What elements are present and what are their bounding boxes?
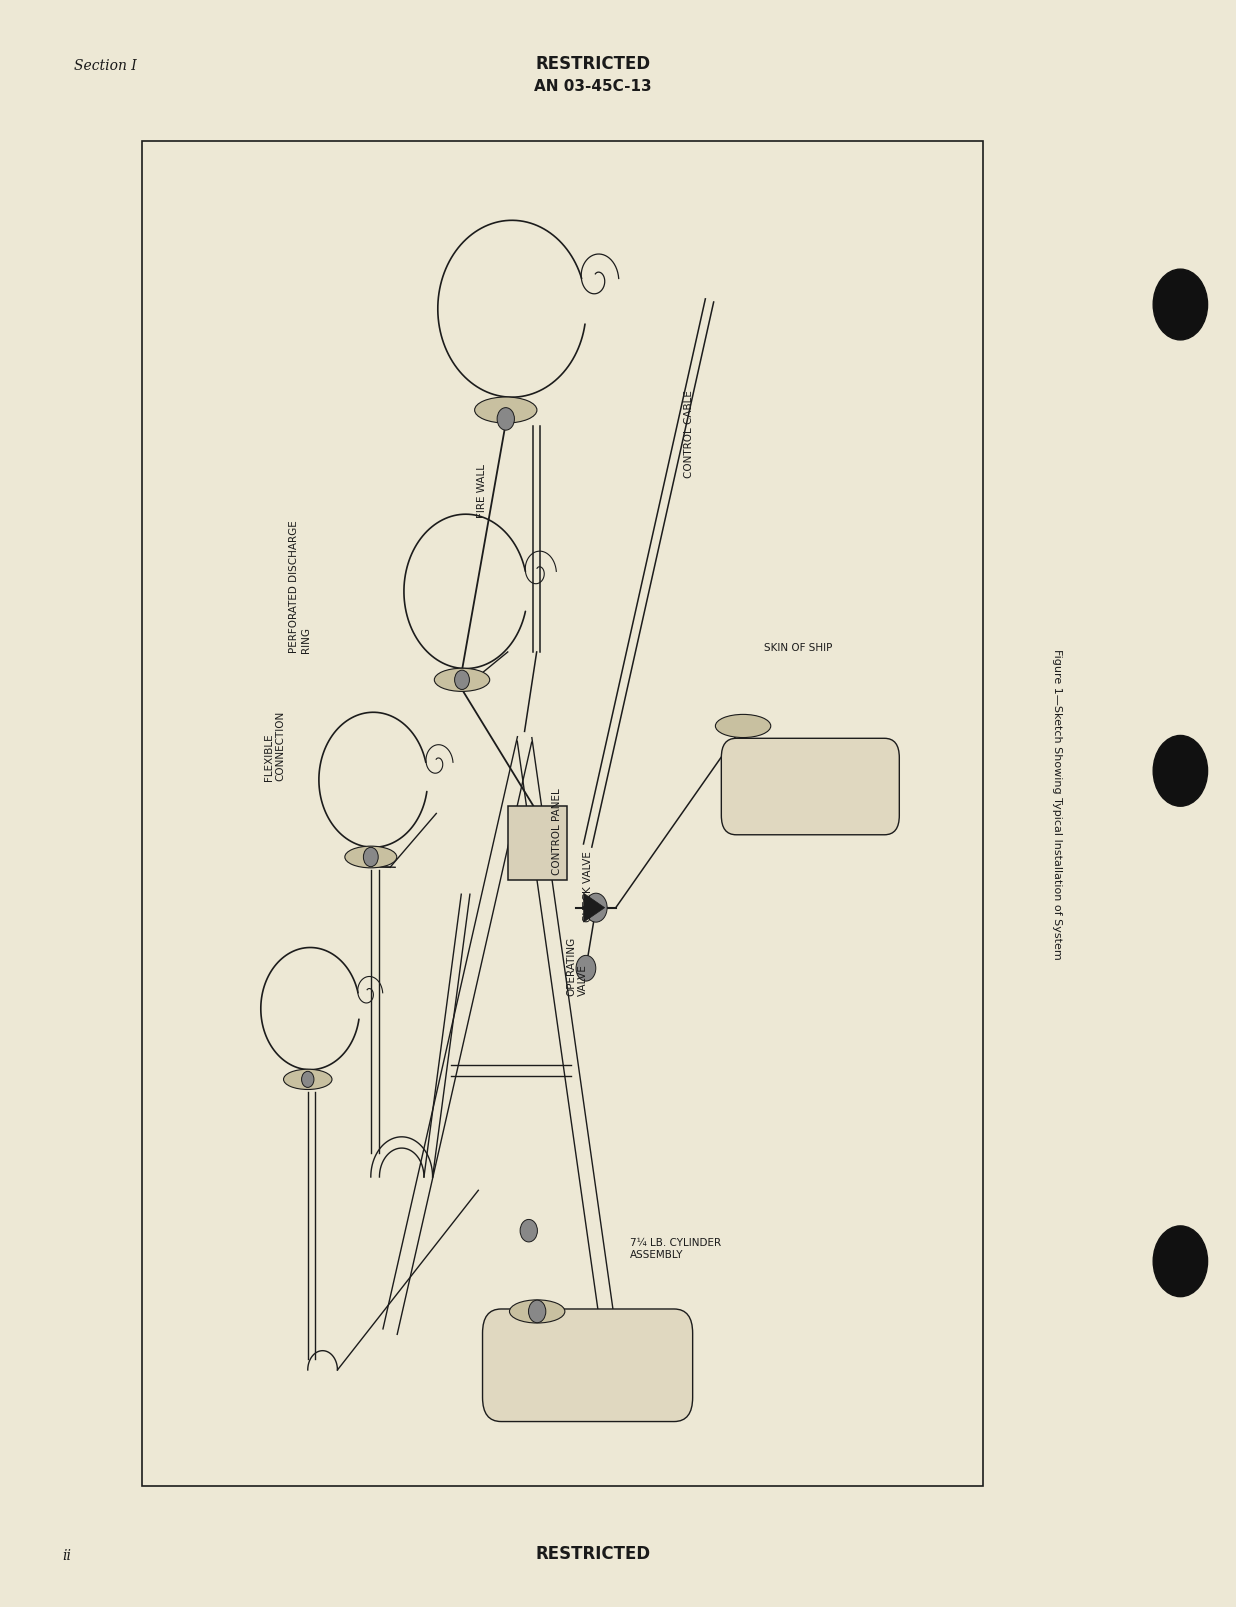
Circle shape xyxy=(520,1220,538,1242)
Text: PERFORATED DISCHARGE
RING: PERFORATED DISCHARGE RING xyxy=(289,521,310,652)
Ellipse shape xyxy=(716,715,771,738)
Polygon shape xyxy=(583,893,604,922)
Circle shape xyxy=(529,1300,546,1323)
Circle shape xyxy=(1153,1226,1208,1297)
Ellipse shape xyxy=(283,1070,332,1090)
Text: RESTRICTED: RESTRICTED xyxy=(535,1544,651,1562)
Text: FLEXIBLE
CONNECTION: FLEXIBLE CONNECTION xyxy=(265,710,286,781)
Circle shape xyxy=(302,1072,314,1088)
Text: CONTROL CABLE: CONTROL CABLE xyxy=(685,391,695,477)
Circle shape xyxy=(497,408,514,431)
Ellipse shape xyxy=(345,847,397,868)
Text: 7¼ LB. CYLINDER
ASSEMBLY: 7¼ LB. CYLINDER ASSEMBLY xyxy=(629,1237,721,1260)
Ellipse shape xyxy=(475,399,536,424)
Text: Figure 1—Sketch Showing Typical Installation of System: Figure 1—Sketch Showing Typical Installa… xyxy=(1052,648,1062,959)
Bar xyxy=(508,807,567,881)
FancyBboxPatch shape xyxy=(722,739,900,836)
FancyBboxPatch shape xyxy=(482,1310,692,1422)
Text: CHECK VALVE: CHECK VALVE xyxy=(583,850,593,921)
Text: CONTROL PANEL: CONTROL PANEL xyxy=(552,787,562,874)
Bar xyxy=(142,141,983,1486)
Text: AN 03-45C-13: AN 03-45C-13 xyxy=(534,79,653,93)
Circle shape xyxy=(1153,736,1208,807)
Text: ii: ii xyxy=(62,1548,70,1562)
Circle shape xyxy=(455,670,470,689)
Circle shape xyxy=(363,848,378,868)
Circle shape xyxy=(576,956,596,982)
Text: RESTRICTED: RESTRICTED xyxy=(535,55,651,72)
Circle shape xyxy=(585,893,607,922)
Ellipse shape xyxy=(509,1300,565,1323)
Text: Section I: Section I xyxy=(74,59,137,74)
Circle shape xyxy=(1153,270,1208,341)
Text: FIRE WALL: FIRE WALL xyxy=(477,464,487,517)
Text: SKIN OF SHIP: SKIN OF SHIP xyxy=(764,643,833,652)
Text: OPERATING
VALVE: OPERATING VALVE xyxy=(566,937,588,995)
Ellipse shape xyxy=(434,669,489,693)
